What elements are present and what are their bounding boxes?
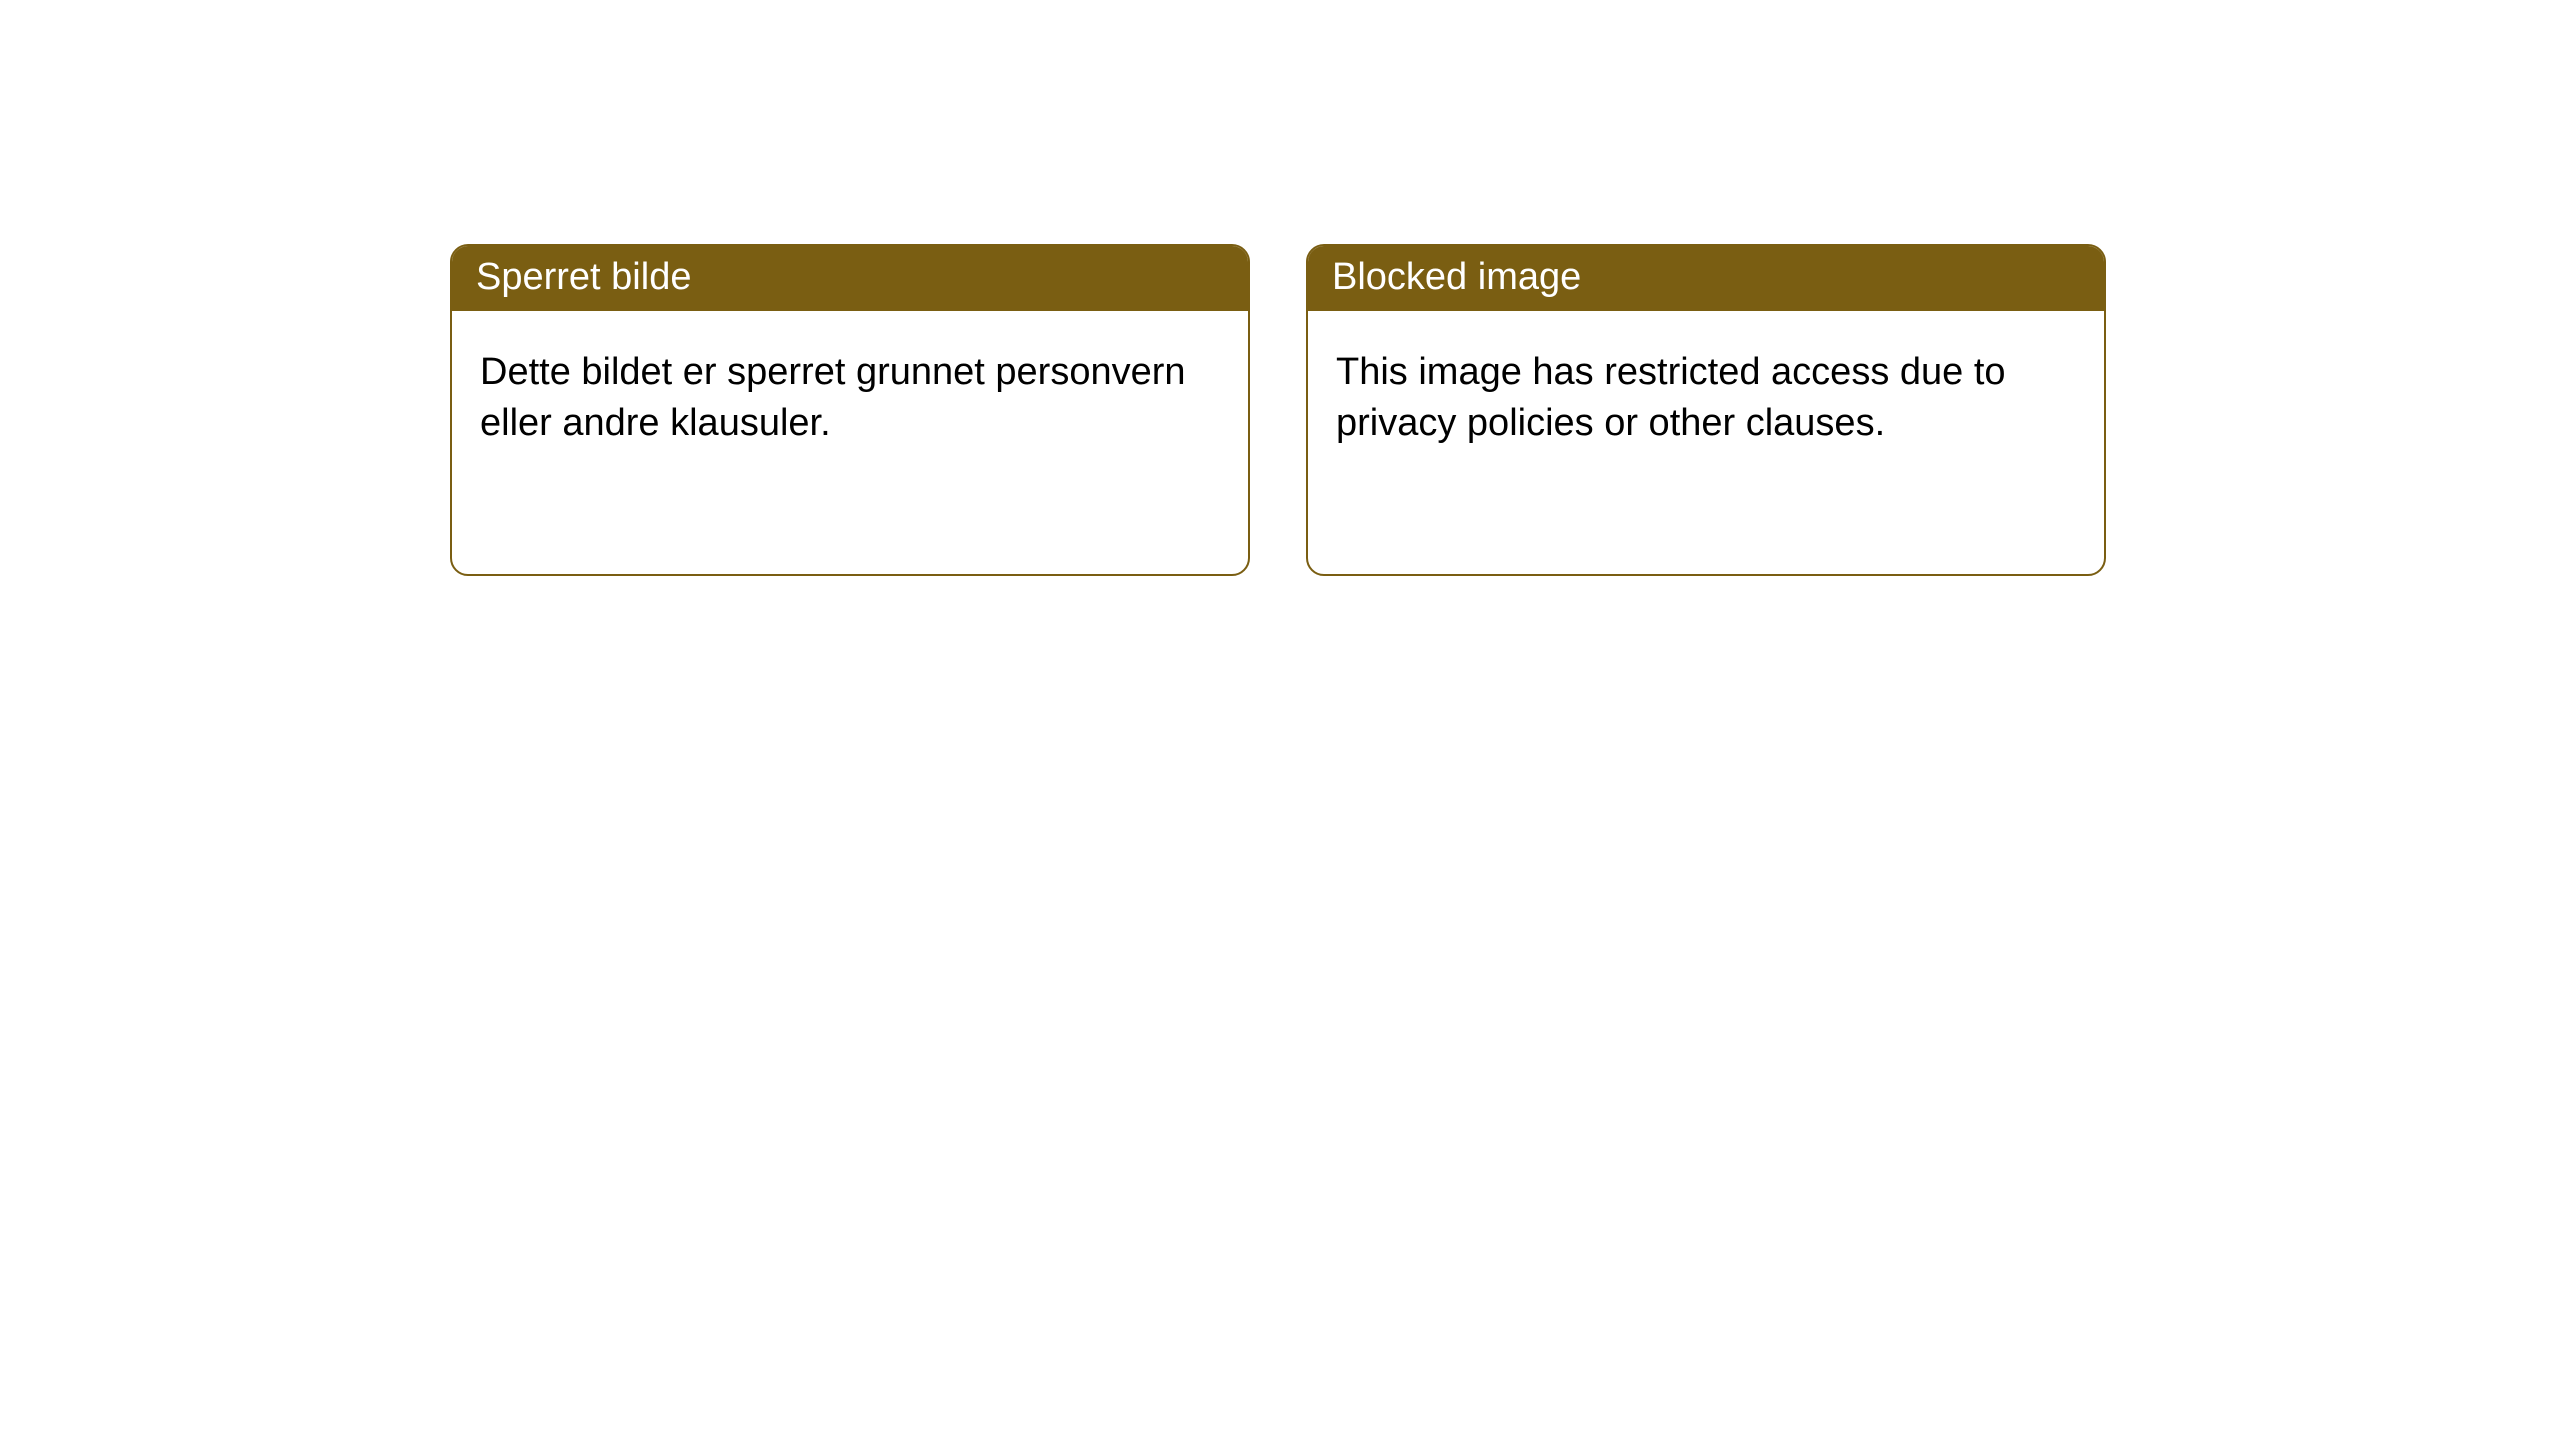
card-title: Sperret bilde [476, 256, 691, 298]
card-header: Sperret bilde [452, 246, 1248, 311]
notice-card-english: Blocked image This image has restricted … [1306, 244, 2106, 576]
card-body: Dette bildet er sperret grunnet personve… [452, 311, 1248, 478]
notice-container: Sperret bilde Dette bildet er sperret gr… [0, 0, 2560, 576]
card-body-text: This image has restricted access due to … [1336, 351, 2006, 444]
card-body-text: Dette bildet er sperret grunnet personve… [480, 351, 1186, 444]
card-header: Blocked image [1308, 246, 2104, 311]
card-title: Blocked image [1332, 256, 1581, 298]
notice-card-norwegian: Sperret bilde Dette bildet er sperret gr… [450, 244, 1250, 576]
card-body: This image has restricted access due to … [1308, 311, 2104, 478]
